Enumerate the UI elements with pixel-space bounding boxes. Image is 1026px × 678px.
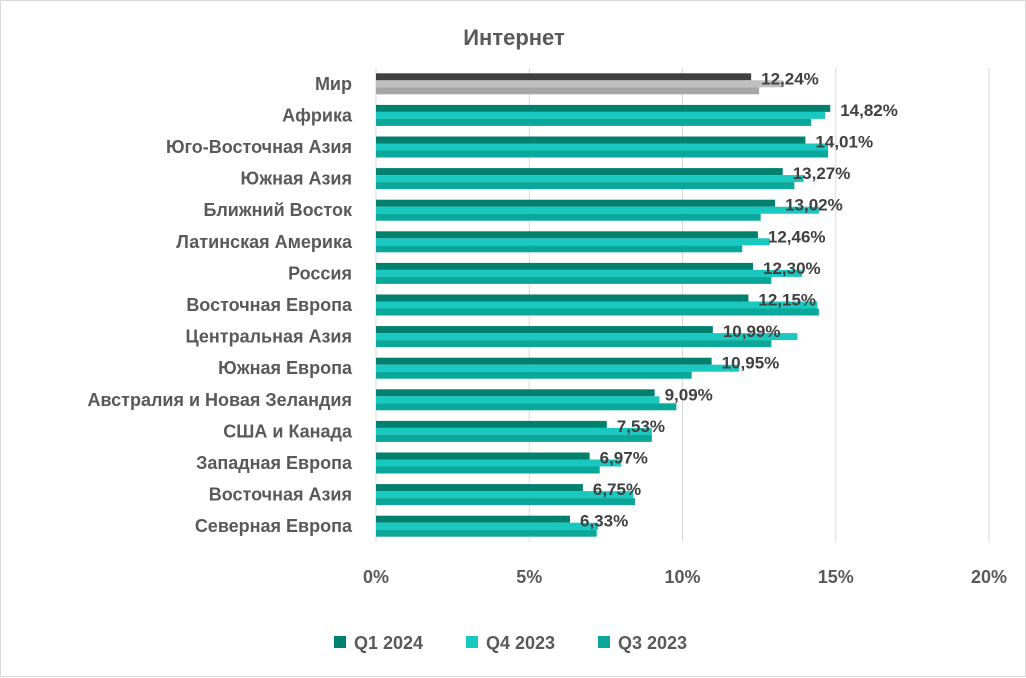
bar xyxy=(376,498,635,506)
legend-swatch xyxy=(334,636,346,648)
category-label: Восточная Азия xyxy=(209,485,352,505)
category-label: Россия xyxy=(288,263,352,283)
x-tick-label: 5% xyxy=(516,567,542,587)
legend-label: Q4 2023 xyxy=(486,633,555,653)
bar xyxy=(376,340,772,348)
bar xyxy=(376,427,652,435)
bar xyxy=(376,491,634,499)
category-label: Центральная Азия xyxy=(186,327,352,347)
data-label: 13,02% xyxy=(785,196,843,215)
data-label: 7,53% xyxy=(617,417,665,436)
category-label: Юго-Восточная Азия xyxy=(166,137,352,157)
bar xyxy=(376,276,772,284)
bar xyxy=(376,238,770,246)
bar xyxy=(376,301,818,309)
bar xyxy=(376,357,712,365)
bar xyxy=(376,150,829,158)
bar xyxy=(376,213,761,221)
bar xyxy=(376,294,749,302)
category-labels: Мир Африка Юго-Восточная Азия Южная Азия Бли… xyxy=(88,74,353,536)
chart-title: Интернет xyxy=(463,25,565,50)
data-label: 6,75% xyxy=(593,480,641,499)
data-label: 14,01% xyxy=(815,133,873,152)
bar xyxy=(376,118,812,126)
bar xyxy=(376,515,571,523)
bar xyxy=(376,80,784,88)
bar xyxy=(376,484,583,492)
bar xyxy=(376,364,740,372)
bar xyxy=(376,459,622,467)
bar xyxy=(376,206,819,214)
x-tick-label: 10% xyxy=(664,567,700,587)
bar xyxy=(376,452,590,460)
x-tick-label: 20% xyxy=(971,567,1007,587)
bar xyxy=(376,434,652,442)
category-label: Южная Азия xyxy=(241,169,352,189)
bar xyxy=(376,87,760,95)
bar xyxy=(376,333,798,341)
bar xyxy=(376,371,692,379)
data-label: 12,46% xyxy=(768,227,826,246)
category-label: Латинская Америка xyxy=(176,232,353,252)
data-label: 10,99% xyxy=(723,322,781,341)
category-label: Мир xyxy=(315,74,352,94)
bar xyxy=(376,326,713,334)
data-label: 12,15% xyxy=(758,291,816,310)
bar xyxy=(376,73,752,81)
data-labels: 12,24% 14,82% 14,01% 13,27% 13,02% 12,46% 12,3… xyxy=(580,69,898,530)
bar xyxy=(376,466,600,474)
bar xyxy=(376,262,753,270)
bar xyxy=(376,136,806,144)
x-tick-label: 0% xyxy=(363,567,389,587)
category-label: Южная Европа xyxy=(218,358,353,378)
data-label: 12,24% xyxy=(761,69,819,88)
bar xyxy=(376,143,829,151)
bar xyxy=(376,308,819,316)
data-label: 13,27% xyxy=(793,164,851,183)
x-tick-labels: 0% 5% 10% 15% 20% xyxy=(363,567,1007,587)
data-label: 12,30% xyxy=(763,259,821,278)
data-label: 6,33% xyxy=(580,512,628,531)
bar xyxy=(376,199,776,207)
bar xyxy=(376,168,783,176)
legend-label: Q3 2023 xyxy=(618,633,687,653)
bar xyxy=(376,522,599,530)
data-label: 14,82% xyxy=(840,101,898,120)
category-label: Северная Европа xyxy=(195,516,353,536)
category-label: Африка xyxy=(282,105,353,125)
category-label: Австралия и Новая Зеландия xyxy=(88,390,352,410)
bar xyxy=(376,111,826,119)
bar xyxy=(376,231,758,239)
data-label: 6,97% xyxy=(600,449,648,468)
data-label: 10,95% xyxy=(722,354,780,373)
bar xyxy=(376,182,795,190)
legend-label: Q1 2024 xyxy=(354,633,423,653)
bar xyxy=(376,420,607,428)
bar xyxy=(376,396,660,404)
category-label: Ближний Восток xyxy=(203,200,353,220)
legend-swatch xyxy=(598,636,610,648)
x-tick-label: 15% xyxy=(818,567,854,587)
bars xyxy=(376,73,831,537)
bar xyxy=(376,269,803,277)
bar xyxy=(376,529,597,537)
category-label: Западная Европа xyxy=(196,453,353,473)
bar xyxy=(376,175,804,183)
legend: Q1 2024 Q4 2023 Q3 2023 xyxy=(334,633,687,653)
data-label: 9,09% xyxy=(665,385,713,404)
category-label: Восточная Европа xyxy=(186,295,353,315)
bar xyxy=(376,245,743,253)
bar xyxy=(376,403,677,411)
category-label: США и Канада xyxy=(223,421,353,441)
bar xyxy=(376,389,655,397)
legend-swatch xyxy=(466,636,478,648)
bar xyxy=(376,104,831,112)
